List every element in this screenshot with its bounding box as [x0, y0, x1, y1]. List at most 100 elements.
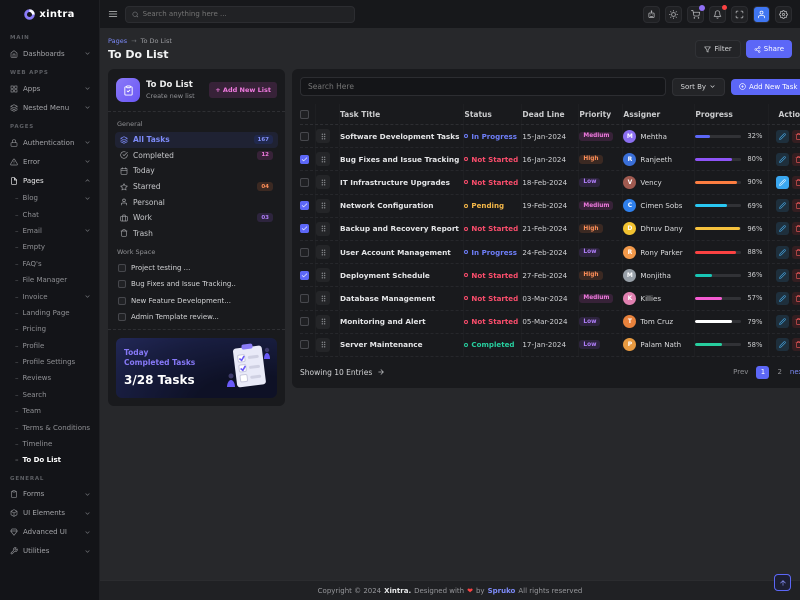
- sidebar-item-pages[interactable]: Pages: [0, 171, 99, 190]
- row-checkbox[interactable]: [300, 317, 309, 327]
- sidebar-subitem-to-do-list[interactable]: – To Do List: [0, 452, 99, 468]
- sidebar-item-dashboards[interactable]: Dashboards: [0, 44, 99, 63]
- delete-task-button[interactable]: [792, 245, 800, 259]
- todo-item-today[interactable]: Today: [115, 163, 278, 179]
- delete-task-button[interactable]: [792, 315, 800, 329]
- delete-task-button[interactable]: [792, 268, 800, 282]
- row-checkbox[interactable]: [300, 131, 309, 141]
- drag-handle[interactable]: [316, 245, 330, 260]
- edit-task-button[interactable]: [776, 291, 790, 305]
- sidebar-item-utilities[interactable]: Utilities: [0, 542, 99, 561]
- sidebar-subitem-search[interactable]: – Search: [0, 387, 99, 403]
- row-checkbox[interactable]: [300, 340, 309, 350]
- todo-item-all-tasks[interactable]: All Tasks 167: [115, 132, 278, 148]
- breadcrumb-parent[interactable]: Pages: [108, 37, 128, 45]
- drag-handle[interactable]: [316, 291, 330, 306]
- share-button[interactable]: Share: [745, 40, 792, 58]
- drag-handle[interactable]: [316, 314, 330, 329]
- sidebar-subitem-team[interactable]: – Team: [0, 403, 99, 419]
- delete-task-button[interactable]: [792, 175, 800, 189]
- sidebar-subitem-terms-conditions[interactable]: – Terms & Conditions: [0, 419, 99, 435]
- profile-button[interactable]: [753, 5, 770, 23]
- drag-handle[interactable]: [316, 221, 330, 236]
- row-checkbox[interactable]: [300, 201, 309, 211]
- todo-item-personal[interactable]: Personal: [115, 194, 278, 210]
- sidebar-item-forms[interactable]: Forms: [0, 485, 99, 504]
- sidebar-subitem-landing-page[interactable]: – Landing Page: [0, 305, 99, 321]
- pagination-page-1[interactable]: 1: [756, 365, 770, 379]
- sidebar-subitem-timeline[interactable]: – Timeline: [0, 436, 99, 452]
- notifications-button[interactable]: [709, 4, 727, 23]
- edit-task-button[interactable]: [776, 268, 790, 282]
- drag-handle[interactable]: [316, 198, 330, 213]
- drag-handle[interactable]: [316, 175, 330, 190]
- pagination-page-2[interactable]: 2: [777, 368, 782, 377]
- todo-item-starred[interactable]: Starred 04: [115, 179, 278, 195]
- todo-item-trash[interactable]: Trash: [115, 226, 278, 242]
- row-checkbox[interactable]: [300, 247, 309, 257]
- drag-handle[interactable]: [316, 152, 330, 167]
- workspace-checkbox[interactable]: [118, 296, 126, 305]
- edit-task-button[interactable]: [776, 338, 790, 352]
- workspace-checkbox[interactable]: [118, 264, 126, 273]
- row-checkbox[interactable]: [300, 154, 309, 164]
- drag-handle[interactable]: [316, 268, 330, 283]
- todo-item-work[interactable]: Work 03: [115, 210, 278, 226]
- sidebar-item-nested-menu[interactable]: Nested Menu: [0, 98, 99, 117]
- sidebar-subitem-empty[interactable]: – Empty: [0, 239, 99, 255]
- scroll-to-top-button[interactable]: [774, 574, 791, 591]
- sidebar-item-error[interactable]: Error: [0, 152, 99, 171]
- edit-task-button[interactable]: [776, 152, 790, 166]
- workspace-item[interactable]: Bug Fixes and Issue Tracking..: [115, 276, 278, 292]
- sidebar-item-ui-elements[interactable]: UI Elements: [0, 504, 99, 523]
- sidebar-subitem-invoice[interactable]: – Invoice: [0, 288, 99, 304]
- task-search-input[interactable]: [300, 77, 666, 96]
- pagination-prev[interactable]: Prev: [733, 368, 749, 377]
- menu-toggle-icon[interactable]: [108, 9, 118, 19]
- delete-task-button[interactable]: [792, 291, 800, 305]
- sidebar-subitem-email[interactable]: – Email: [0, 223, 99, 239]
- edit-task-button[interactable]: [776, 315, 790, 329]
- delete-task-button[interactable]: [792, 129, 800, 143]
- sidebar-subitem-profile[interactable]: – Profile: [0, 338, 99, 354]
- add-new-list-button[interactable]: + Add New List: [209, 82, 277, 98]
- select-all-checkbox[interactable]: [300, 109, 309, 119]
- filter-button[interactable]: Filter: [695, 40, 741, 58]
- delete-task-button[interactable]: [792, 152, 800, 166]
- row-checkbox[interactable]: [300, 293, 309, 303]
- drag-handle[interactable]: [316, 129, 330, 144]
- delete-task-button[interactable]: [792, 338, 800, 352]
- sidebar-subitem-profile-settings[interactable]: – Profile Settings: [0, 354, 99, 370]
- sidebar-subitem-faq-s[interactable]: – FAQ's: [0, 256, 99, 272]
- edit-task-button[interactable]: [776, 199, 790, 213]
- edit-task-button[interactable]: [776, 129, 790, 143]
- workspace-item[interactable]: Admin Template review...: [115, 309, 278, 325]
- row-checkbox[interactable]: [300, 177, 309, 187]
- delete-task-button[interactable]: [792, 199, 800, 213]
- global-search-input[interactable]: [142, 10, 348, 18]
- footer-vendor-link[interactable]: Spruko: [487, 586, 516, 595]
- edit-task-button[interactable]: [776, 245, 790, 259]
- cart-button[interactable]: [687, 4, 705, 23]
- workspace-checkbox[interactable]: [118, 280, 126, 289]
- delete-task-button[interactable]: [792, 222, 800, 236]
- sidebar-item-apps[interactable]: Apps: [0, 79, 99, 98]
- sidebar-subitem-chat[interactable]: – Chat: [0, 206, 99, 222]
- sidebar-subitem-pricing[interactable]: – Pricing: [0, 321, 99, 337]
- edit-task-button[interactable]: [776, 222, 790, 236]
- theme-toggle-button[interactable]: [665, 5, 682, 23]
- fullscreen-button[interactable]: [731, 5, 748, 23]
- sidebar-item-advanced-ui[interactable]: Advanced UI: [0, 523, 99, 542]
- workspace-item[interactable]: Project testing ...: [115, 260, 278, 276]
- brand-logo[interactable]: xintra: [0, 0, 99, 28]
- workspace-checkbox[interactable]: [118, 312, 126, 321]
- sort-by-button[interactable]: Sort By: [671, 77, 726, 96]
- workspace-item[interactable]: New Feature Development...: [115, 293, 278, 309]
- sidebar-subitem-reviews[interactable]: – Reviews: [0, 370, 99, 386]
- sidebar-subitem-blog[interactable]: – Blog: [0, 190, 99, 206]
- add-new-task-button[interactable]: Add New Task: [731, 78, 800, 95]
- drag-handle[interactable]: [316, 337, 330, 352]
- ai-assistant-button[interactable]: [643, 5, 660, 23]
- settings-button[interactable]: [775, 5, 792, 23]
- todo-item-completed[interactable]: Completed 12: [115, 148, 278, 164]
